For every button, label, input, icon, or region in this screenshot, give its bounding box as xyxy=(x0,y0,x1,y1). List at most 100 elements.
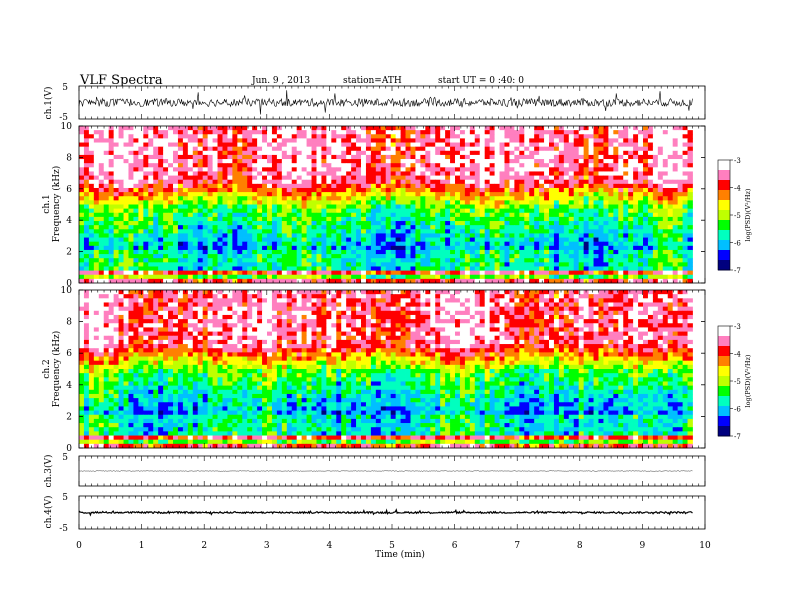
spectrogram-cell xyxy=(197,138,204,143)
spectrogram-cell xyxy=(207,204,213,210)
spectrogram-cell xyxy=(247,294,253,299)
colorbar-swatch xyxy=(718,225,730,228)
spectrogram-cell xyxy=(168,258,174,263)
spectrogram-cell xyxy=(672,134,679,139)
spectrogram-cell xyxy=(113,221,119,226)
spectrogram-cell xyxy=(608,229,614,234)
spectrogram-cell xyxy=(598,237,604,243)
spectrogram-cell xyxy=(133,274,139,280)
spectrogram-cell xyxy=(390,142,397,148)
spectrogram-cell xyxy=(608,167,614,172)
spectrogram-cell xyxy=(108,216,115,222)
spectrogram-cell xyxy=(558,225,565,230)
spectrogram-cell xyxy=(549,175,555,181)
spectrogram-cell xyxy=(415,130,421,135)
spectrogram-cell xyxy=(563,221,570,226)
spectrogram-cell xyxy=(326,245,332,251)
spectrogram-cell xyxy=(549,221,555,226)
spectrogram-cell xyxy=(276,266,283,271)
spectrogram-cell xyxy=(177,200,184,205)
spectrogram-cell xyxy=(464,183,471,189)
spectrogram-cell xyxy=(405,142,411,148)
spectrogram-cell xyxy=(662,204,669,210)
spectrogram-cell xyxy=(539,154,545,160)
spectrogram-cell xyxy=(410,200,416,205)
spectrogram-cell xyxy=(118,225,124,230)
spectrogram-cell xyxy=(306,150,312,156)
spectrogram-cell xyxy=(79,249,85,255)
spectrogram-cell xyxy=(192,183,199,189)
spectrogram-cell xyxy=(613,187,619,193)
spectrogram-cell xyxy=(464,171,471,176)
spectrogram-cell xyxy=(598,221,604,226)
spectrogram-cell xyxy=(316,208,322,214)
spectrogram-cell xyxy=(232,278,238,284)
spectrogram-cell xyxy=(123,163,129,168)
spectrogram-cell xyxy=(351,196,357,201)
spectrogram-cell xyxy=(88,225,95,230)
spectrogram-cell xyxy=(296,163,303,168)
spectrogram-cell xyxy=(390,216,397,222)
spectrogram-cell xyxy=(643,262,649,267)
spectrogram-cell xyxy=(474,134,481,139)
spectrogram-cell xyxy=(173,245,179,251)
spectrogram-cell xyxy=(672,200,679,205)
spectrogram-cell xyxy=(450,241,456,247)
spectrogram-cell xyxy=(346,290,352,295)
spectrogram-cell xyxy=(321,233,327,238)
spectrogram-cell xyxy=(459,262,466,267)
colorbar-swatch xyxy=(718,265,730,268)
spectrogram-cell xyxy=(237,294,243,299)
spectrogram-cell xyxy=(568,196,575,201)
spectrogram-cell xyxy=(168,179,174,185)
spectrogram-cell xyxy=(445,167,451,172)
spectrogram-cell xyxy=(177,241,184,247)
spectrogram-cell xyxy=(672,163,679,168)
spectrogram-cell xyxy=(603,187,609,193)
spectrogram-cell xyxy=(168,278,174,284)
spectrogram-cell xyxy=(583,167,589,172)
spectrogram-cell xyxy=(405,274,411,280)
spectrogram-cell xyxy=(301,175,307,181)
spectrogram-cell xyxy=(459,204,466,210)
spectrogram-cell xyxy=(464,221,471,226)
spectrogram-cell xyxy=(98,138,105,143)
spectrogram-cell xyxy=(212,278,218,284)
spectrogram-cell xyxy=(549,245,555,251)
spectrogram-cell xyxy=(618,175,624,181)
spectrogram-cell xyxy=(281,146,288,152)
spectrogram-cell xyxy=(643,229,649,234)
spectrogram-cell xyxy=(613,167,619,172)
spectrogram-cell xyxy=(687,270,693,276)
spectrogram-cell xyxy=(459,229,466,234)
spectrogram-cell xyxy=(539,163,545,168)
spectrogram-cell xyxy=(638,187,644,193)
spectrogram-cell xyxy=(197,241,204,247)
spectrogram-cell xyxy=(563,130,570,135)
spectrogram-cell xyxy=(326,187,332,193)
spectrogram-cell xyxy=(252,266,258,271)
spectrogram-cell xyxy=(464,142,471,148)
spectrogram-cell xyxy=(633,187,639,193)
spectrogram-cell xyxy=(346,208,352,214)
spectrogram-cell xyxy=(311,171,317,176)
spectrogram-cell xyxy=(509,212,515,218)
spectrogram-cell xyxy=(657,233,664,238)
spectrogram-cell xyxy=(430,200,436,205)
spectrogram-cell xyxy=(311,290,317,295)
spectrogram-cell xyxy=(326,241,332,247)
spectrogram-cell xyxy=(267,225,273,230)
spectrogram-cell xyxy=(390,175,397,181)
spectrogram-cell xyxy=(459,212,466,218)
spectrogram-cell xyxy=(227,200,233,205)
spectrogram-cell xyxy=(88,187,95,193)
spectrogram-cell xyxy=(197,192,204,197)
spectrogram-cell xyxy=(494,208,500,214)
spectrogram-cell xyxy=(539,200,545,205)
spectrogram-cell xyxy=(613,196,619,201)
spectrogram-cell xyxy=(405,179,411,185)
spectrogram-cell xyxy=(445,221,451,226)
spectrogram-cell xyxy=(440,270,446,276)
spectrogram-cell xyxy=(212,212,218,218)
spectrogram-cell xyxy=(361,245,367,251)
